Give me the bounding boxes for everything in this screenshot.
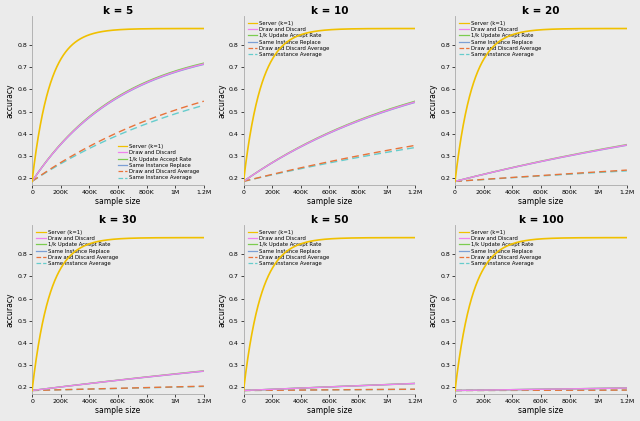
Y-axis label: accuracy: accuracy — [6, 292, 15, 327]
Y-axis label: accuracy: accuracy — [429, 83, 438, 118]
X-axis label: sample size: sample size — [95, 197, 141, 206]
Legend: Server (k=1), Draw and Discard, 1/k Update Accept Rate, Same Instance Replace, D: Server (k=1), Draw and Discard, 1/k Upda… — [458, 19, 543, 59]
X-axis label: sample size: sample size — [307, 406, 352, 416]
Title: k = 5: k = 5 — [103, 5, 133, 16]
Title: k = 10: k = 10 — [310, 5, 348, 16]
Legend: Server (k=1), Draw and Discard, 1/k Update Accept Rate, Same Instance Replace, D: Server (k=1), Draw and Discard, 1/k Upda… — [246, 228, 332, 268]
Legend: Server (k=1), Draw and Discard, 1/k Update Accept Rate, Same Instance Replace, D: Server (k=1), Draw and Discard, 1/k Upda… — [246, 19, 332, 59]
Title: k = 30: k = 30 — [99, 215, 137, 225]
Y-axis label: accuracy: accuracy — [429, 292, 438, 327]
Legend: Server (k=1), Draw and Discard, 1/k Update Accept Rate, Same Instance Replace, D: Server (k=1), Draw and Discard, 1/k Upda… — [458, 228, 543, 268]
X-axis label: sample size: sample size — [307, 197, 352, 206]
X-axis label: sample size: sample size — [518, 197, 564, 206]
Legend: Server (k=1), Draw and Discard, 1/k Update Accept Rate, Same Instance Replace, D: Server (k=1), Draw and Discard, 1/k Upda… — [116, 142, 201, 182]
Title: k = 100: k = 100 — [518, 215, 563, 225]
Title: k = 50: k = 50 — [310, 215, 348, 225]
Y-axis label: accuracy: accuracy — [217, 292, 226, 327]
X-axis label: sample size: sample size — [518, 406, 564, 416]
Y-axis label: accuracy: accuracy — [217, 83, 226, 118]
Title: k = 20: k = 20 — [522, 5, 559, 16]
Y-axis label: accuracy: accuracy — [6, 83, 15, 118]
Legend: Server (k=1), Draw and Discard, 1/k Update Accept Rate, Same Instance Replace, D: Server (k=1), Draw and Discard, 1/k Upda… — [35, 228, 120, 268]
X-axis label: sample size: sample size — [95, 406, 141, 416]
